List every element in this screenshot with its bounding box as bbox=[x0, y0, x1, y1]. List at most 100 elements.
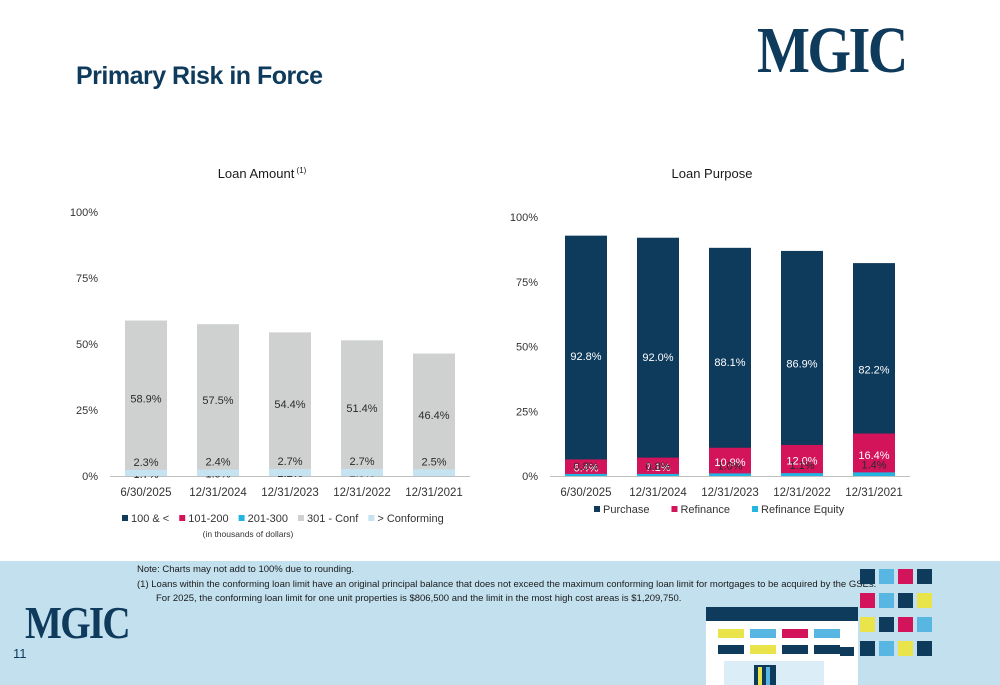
x-tick-label: 6/30/2025 bbox=[120, 487, 171, 499]
legend-swatch bbox=[368, 515, 375, 521]
bar-segment bbox=[125, 320, 167, 476]
data-label: 2.3% bbox=[133, 457, 158, 469]
data-label: 10.9% bbox=[714, 457, 745, 469]
page-number: 11 bbox=[13, 646, 27, 661]
storefront-icon bbox=[706, 607, 858, 685]
bar-segment bbox=[709, 473, 751, 476]
data-label: 7.1% bbox=[645, 462, 670, 474]
data-label: 46.4% bbox=[418, 410, 449, 422]
bar-segment bbox=[565, 459, 607, 476]
x-tick-label: 12/31/2021 bbox=[845, 487, 903, 499]
bar-segment bbox=[637, 237, 679, 476]
y-tick-label: 100% bbox=[510, 212, 538, 224]
legend-swatch bbox=[671, 506, 678, 512]
chart-title: Loan Purpose bbox=[672, 166, 753, 181]
y-tick-label: 25% bbox=[516, 406, 538, 418]
footnotes: Note: Charts may not add to 100% due to … bbox=[137, 563, 876, 607]
legend-label: Refinance bbox=[680, 504, 730, 516]
note-footnote-1: (1) Loans within the conforming loan lim… bbox=[137, 578, 877, 590]
legend-label: Purchase bbox=[603, 504, 649, 516]
data-label: 2.7% bbox=[277, 456, 302, 468]
loan-purpose-chart: Loan Purpose0%25%50%75%100%92.8%6.4%0.8%… bbox=[510, 166, 910, 516]
legend-swatch bbox=[594, 506, 600, 512]
data-label: 92.0% bbox=[642, 352, 673, 364]
legend-label: 100 & < bbox=[131, 513, 169, 525]
loan-amount-chart: Loan Amount (1)0%25%50%75%100%1.7%14.1%2… bbox=[70, 166, 470, 539]
note-rounding: Note: Charts may not add to 100% due to … bbox=[137, 564, 355, 575]
bar-segment bbox=[341, 468, 383, 476]
data-label: 6.4% bbox=[573, 463, 598, 475]
y-tick-label: 75% bbox=[76, 273, 98, 285]
x-tick-label: 12/31/2022 bbox=[333, 487, 391, 499]
x-tick-label: 12/31/2022 bbox=[773, 487, 831, 499]
legend-swatch bbox=[122, 515, 128, 521]
chart-title: Loan Amount (1) bbox=[218, 166, 307, 181]
bar-segment bbox=[637, 473, 679, 476]
legend-note: (in thousands of dollars) bbox=[203, 529, 294, 539]
bar-segment bbox=[709, 447, 751, 476]
legend-label: 201-300 bbox=[248, 513, 288, 525]
bar-segment bbox=[413, 353, 455, 476]
data-label: 2.7% bbox=[349, 456, 374, 468]
data-label: 2.4% bbox=[205, 457, 230, 469]
bar-segment bbox=[781, 250, 823, 476]
bar-segment bbox=[341, 340, 383, 476]
bar-segment bbox=[565, 473, 607, 476]
data-label: 1.0% bbox=[717, 460, 742, 472]
x-tick-label: 12/31/2023 bbox=[261, 487, 319, 499]
bar-segment bbox=[269, 332, 311, 476]
x-tick-label: 12/31/2023 bbox=[701, 487, 759, 499]
data-label: 54.4% bbox=[274, 399, 305, 411]
bar-segment bbox=[413, 469, 455, 476]
bar-segment bbox=[781, 444, 823, 476]
bar-segment bbox=[565, 235, 607, 476]
data-label: 57.5% bbox=[202, 395, 233, 407]
data-label: 0.8% bbox=[573, 461, 598, 473]
y-tick-label: 0% bbox=[82, 471, 98, 483]
bar-segment bbox=[853, 433, 895, 476]
data-label: 1.1% bbox=[789, 460, 814, 472]
legend-label: > Conforming bbox=[377, 513, 443, 525]
data-label: 82.2% bbox=[858, 365, 889, 377]
y-tick-label: 0% bbox=[522, 471, 538, 483]
legend-swatch bbox=[179, 515, 186, 521]
y-tick-label: 50% bbox=[516, 342, 538, 354]
data-label: 58.9% bbox=[130, 393, 161, 405]
legend-swatch bbox=[238, 515, 245, 521]
x-tick-label: 12/31/2024 bbox=[629, 487, 687, 499]
bar-segment bbox=[269, 468, 311, 476]
legend-label: Refinance Equity bbox=[761, 504, 845, 516]
window-grid-icon bbox=[860, 569, 932, 656]
x-tick-label: 12/31/2021 bbox=[405, 487, 463, 499]
x-tick-label: 6/30/2025 bbox=[560, 487, 611, 499]
data-label: 12.0% bbox=[786, 455, 817, 467]
data-label: 92.8% bbox=[570, 351, 601, 363]
footer-logo: MGIC bbox=[25, 597, 131, 648]
bar-segment bbox=[781, 473, 823, 476]
bar-segment bbox=[853, 472, 895, 476]
bar-segment bbox=[197, 324, 239, 476]
bar-segment bbox=[637, 457, 679, 476]
data-label: 16.4% bbox=[858, 450, 889, 462]
y-tick-label: 50% bbox=[76, 339, 98, 351]
company-logo: MGIC bbox=[757, 14, 908, 87]
legend-swatch bbox=[752, 506, 759, 512]
bar-segment bbox=[125, 469, 167, 476]
building-illustration bbox=[706, 569, 932, 685]
legend-swatch bbox=[297, 515, 304, 521]
data-label: 51.4% bbox=[346, 403, 377, 415]
legend-label: 301 - Conf bbox=[307, 513, 359, 525]
x-tick-label: 12/31/2024 bbox=[189, 487, 247, 499]
y-tick-label: 25% bbox=[76, 405, 98, 417]
data-label: 2.5% bbox=[421, 456, 446, 468]
data-label: 86.9% bbox=[786, 358, 817, 370]
data-label: 88.1% bbox=[714, 357, 745, 369]
legend-label: 101-200 bbox=[188, 513, 228, 525]
note-footnote-1-cont: For 2025, the conforming loan limit for … bbox=[156, 593, 682, 604]
data-label: 1.4% bbox=[861, 459, 886, 471]
bar-segment bbox=[709, 247, 751, 476]
y-tick-label: 100% bbox=[70, 207, 98, 219]
page-title: Primary Risk in Force bbox=[76, 62, 323, 90]
data-label: 0.8% bbox=[645, 461, 670, 473]
y-tick-label: 75% bbox=[516, 277, 538, 289]
